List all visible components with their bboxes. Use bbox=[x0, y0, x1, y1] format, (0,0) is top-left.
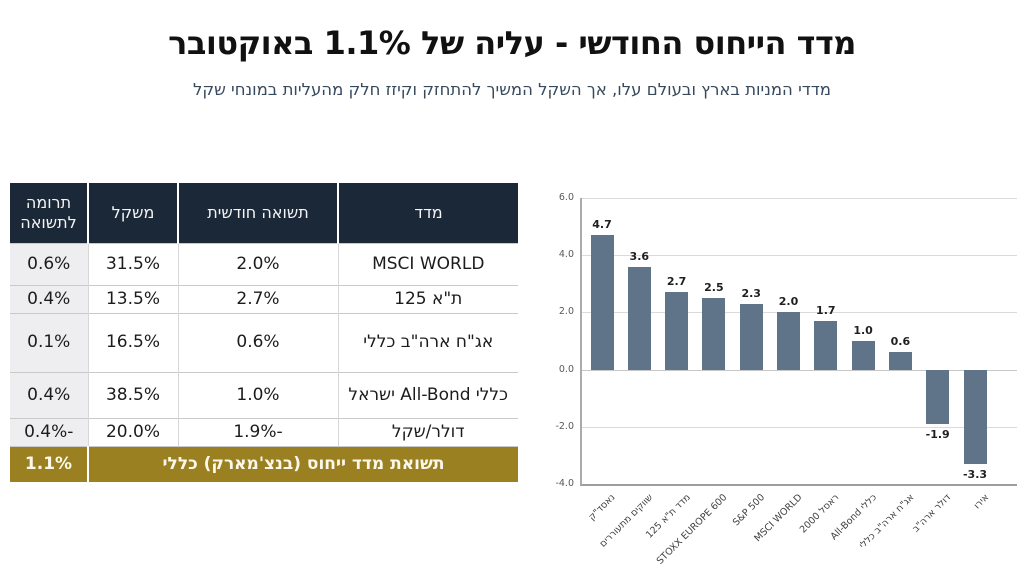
bar-4 bbox=[702, 298, 726, 370]
bar-6 bbox=[777, 312, 800, 370]
monthly-return-cell: 2.7% bbox=[178, 284, 339, 313]
monthly-return-cell: 0.6% bbox=[178, 312, 339, 372]
index-cell: ת"א 125 bbox=[338, 284, 518, 313]
bar-value-label: 4.7 bbox=[592, 218, 612, 232]
bar-value-label: 2.3 bbox=[741, 286, 761, 300]
table-row: MSCI WORLD 2.0% 31.5% 0.6% bbox=[10, 242, 518, 285]
column-header-weight: משקל bbox=[88, 183, 179, 243]
x-axis-category-label: נאסד"ק bbox=[586, 492, 618, 523]
bar-8 bbox=[851, 341, 875, 370]
y-axis-tick-label: -2.0 bbox=[555, 420, 574, 432]
gridline bbox=[580, 426, 1017, 428]
column-header-monthly-return: תשואה חודשית bbox=[178, 183, 339, 243]
contribution-cell: 0.4% bbox=[10, 284, 89, 313]
column-header-index: מדד bbox=[338, 183, 518, 243]
weight-cell: 16.5% bbox=[88, 312, 179, 372]
index-cell: MSCI WORLD bbox=[338, 242, 518, 285]
gridline bbox=[580, 255, 1017, 257]
contribution-cell: 0.1% bbox=[10, 312, 89, 372]
weight-cell: 13.5% bbox=[88, 284, 179, 313]
monthly-return-cell: 2.0% bbox=[178, 242, 339, 285]
monthly-return-cell: -1.9% bbox=[178, 417, 339, 446]
bar-9 bbox=[888, 352, 912, 370]
contribution-cell: 0.4% bbox=[10, 371, 89, 418]
bar-2 bbox=[627, 266, 651, 370]
index-cell: אג"ח ארה"ב כללי bbox=[338, 312, 518, 372]
benchmark-total-row: תשואת מדד ייחוס (בנצ'מארק) כללי 1.1% bbox=[10, 445, 518, 482]
bar-3 bbox=[665, 292, 689, 370]
weight-cell: 20.0% bbox=[88, 417, 179, 446]
gridline bbox=[580, 198, 1017, 199]
table-row: דולר/שקל -1.9% 20.0% -0.4% bbox=[10, 417, 518, 446]
page-subtitle: מדדי המניות בארץ ובעולם עלו, אך השקל המש… bbox=[192, 80, 831, 99]
index-cell: דולר/שקל bbox=[338, 417, 518, 446]
index-cell: כללי All-Bond ישראל bbox=[338, 371, 518, 418]
table-row: אג"ח ארה"ב כללי 0.6% 16.5% 0.1% bbox=[10, 312, 518, 372]
table-row: ת"א 125 2.7% 13.5% 0.4% bbox=[10, 284, 518, 313]
bar-5 bbox=[739, 303, 763, 370]
x-axis-category-label: S&P 500 bbox=[730, 492, 767, 529]
y-axis-line bbox=[580, 198, 582, 485]
y-axis-tick-label: 6.0 bbox=[558, 192, 574, 203]
bar-value-label: 0.6 bbox=[890, 335, 911, 349]
table-row: כללי All-Bond ישראל 1.0% 38.5% 0.4% bbox=[10, 371, 518, 418]
benchmark-total-value: 1.1% bbox=[10, 445, 89, 482]
y-axis-tick-label: 4.0 bbox=[558, 249, 574, 261]
bar-value-label: -3.3 bbox=[962, 467, 988, 481]
benchmark-chart: 6.0 4.0 2.0 0.0 -2.0 -4.0 4.7 נאסד"ק 3.6 שווקים מ… bbox=[543, 185, 1021, 573]
y-axis-tick-label: 2.0 bbox=[558, 306, 574, 318]
contribution-cell: 0.6% bbox=[10, 242, 89, 285]
bar-value-label: 2.7 bbox=[666, 275, 687, 289]
benchmark-total-label: תשואת מדד ייחוס (בנצ'מארק) כללי bbox=[88, 445, 518, 482]
bar-value-label: 2.5 bbox=[704, 281, 724, 295]
x-axis-category-label: אירו bbox=[971, 492, 991, 512]
y-axis-tick-label: 0.0 bbox=[558, 363, 574, 375]
column-header-contribution: תרומה לתשואה bbox=[10, 183, 89, 243]
page-title: מדד הייחוס החודשי - עליה של 1.1% באוקטוב… bbox=[168, 24, 856, 62]
bar-value-label: 1.7 bbox=[816, 303, 836, 317]
weight-cell: 38.5% bbox=[88, 371, 179, 418]
bar-value-label: 2.0 bbox=[778, 295, 799, 309]
bar-value-label: -1.9 bbox=[925, 427, 950, 441]
bar-11 bbox=[963, 369, 987, 464]
benchmark-table: מדד תשואה חודשית משקל תרומה לתשואה MSCI … bbox=[10, 183, 518, 482]
contribution-cell: -0.4% bbox=[10, 417, 89, 446]
table-header-row: מדד תשואה חודשית משקל תרומה לתשואה bbox=[10, 183, 518, 243]
bar-value-label: 1.0 bbox=[853, 324, 873, 337]
bar-value-label: 3.6 bbox=[629, 249, 650, 263]
gridline bbox=[580, 484, 1017, 486]
y-axis-tick-label: -4.0 bbox=[555, 478, 574, 489]
weight-cell: 31.5% bbox=[88, 242, 179, 285]
bar-10 bbox=[926, 369, 950, 424]
x-axis-category-label: STOXX EUROPE 600 bbox=[654, 492, 730, 567]
monthly-return-cell: 1.0% bbox=[178, 371, 339, 418]
x-axis-category-label: דולר ארה"ב bbox=[910, 492, 954, 535]
bar-7 bbox=[814, 320, 838, 370]
bar-1 bbox=[590, 235, 614, 370]
gridline bbox=[580, 369, 1017, 371]
